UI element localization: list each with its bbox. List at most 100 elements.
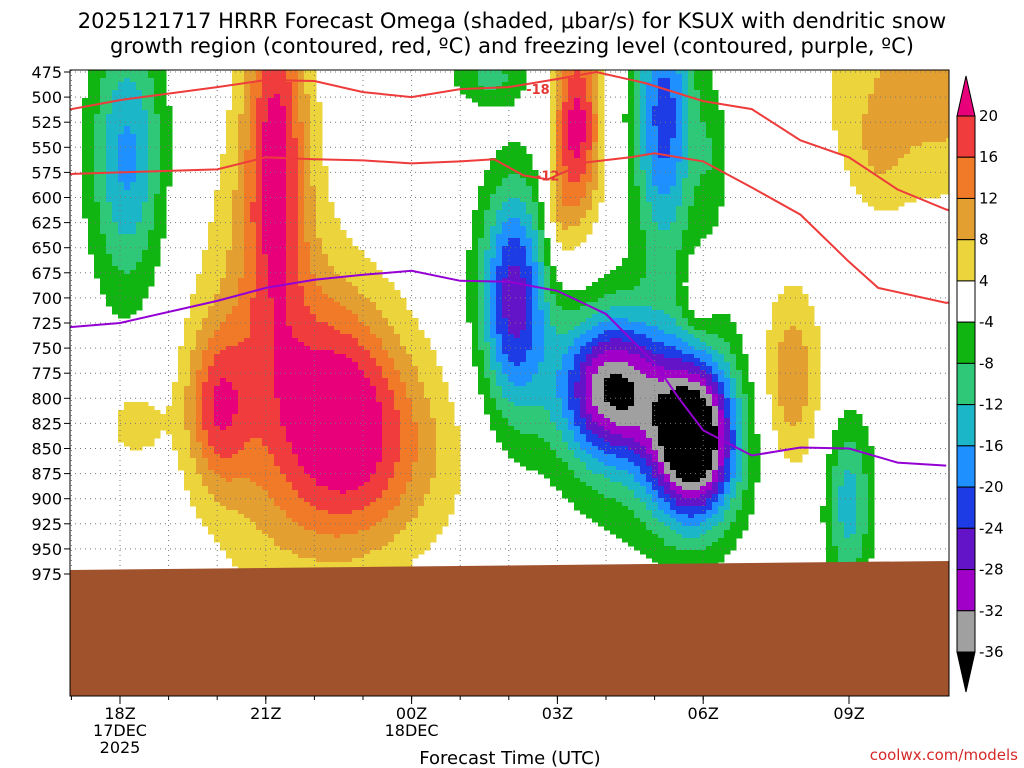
omega-cell — [316, 314, 323, 319]
omega-cell — [892, 158, 899, 163]
omega-cell — [940, 122, 947, 127]
omega-cell — [598, 82, 605, 87]
omega-cell — [106, 222, 113, 227]
omega-cell — [286, 294, 293, 299]
omega-cell — [628, 262, 635, 267]
omega-cell — [376, 270, 383, 275]
omega-cell — [670, 246, 677, 251]
omega-cell — [640, 70, 647, 75]
omega-cell — [256, 266, 263, 271]
omega-cell — [604, 306, 611, 311]
omega-cell — [850, 162, 857, 167]
omega-cell — [670, 202, 677, 207]
omega-cell — [640, 306, 647, 311]
omega-cell — [118, 102, 125, 107]
omega-cell — [556, 146, 563, 151]
omega-cell — [226, 302, 233, 307]
omega-cell — [238, 86, 245, 91]
omega-cell — [664, 262, 671, 267]
omega-cell — [112, 146, 119, 151]
omega-cell — [592, 318, 599, 323]
omega-cell — [358, 318, 365, 323]
omega-cell — [244, 190, 251, 195]
omega-cell — [274, 314, 281, 319]
omega-cell — [106, 150, 113, 155]
omega-cell — [520, 254, 527, 259]
omega-cell — [376, 322, 383, 327]
omega-cell — [514, 94, 521, 99]
omega-cell — [304, 106, 311, 111]
omega-cell — [586, 86, 593, 91]
omega-cell — [556, 70, 563, 75]
omega-cell — [154, 258, 161, 263]
omega-cell — [550, 170, 557, 175]
omega-cell — [496, 210, 503, 215]
omega-cell — [280, 74, 287, 79]
omega-cell — [262, 94, 269, 99]
omega-cell — [112, 150, 119, 155]
omega-cell — [628, 138, 635, 143]
omega-cell — [682, 110, 689, 115]
omega-cell — [274, 126, 281, 131]
omega-cell — [388, 298, 395, 303]
omega-cell — [238, 94, 245, 99]
omega-cell — [664, 150, 671, 155]
omega-cell — [658, 154, 665, 159]
omega-cell — [244, 118, 251, 123]
omega-cell — [514, 298, 521, 303]
omega-cell — [280, 210, 287, 215]
omega-cell — [502, 282, 509, 287]
omega-cell — [160, 146, 167, 151]
omega-cell — [598, 86, 605, 91]
omega-cell — [100, 182, 107, 187]
omega-cell — [526, 326, 533, 331]
omega-cell — [514, 254, 521, 259]
omega-cell — [250, 194, 257, 199]
omega-cell — [886, 150, 893, 155]
omega-cell — [538, 210, 545, 215]
omega-cell — [526, 286, 533, 291]
omega-cell — [910, 182, 917, 187]
omega-cell — [544, 318, 551, 323]
omega-cell — [82, 202, 89, 207]
omega-cell — [292, 186, 299, 191]
omega-cell — [274, 194, 281, 199]
omega-cell — [496, 302, 503, 307]
omega-cell — [676, 246, 683, 251]
omega-cell — [244, 314, 251, 319]
omega-cell — [316, 134, 323, 139]
omega-cell — [238, 246, 245, 251]
omega-cell — [220, 190, 227, 195]
omega-cell — [664, 254, 671, 259]
omega-cell — [124, 162, 131, 167]
omega-cell — [904, 158, 911, 163]
omega-cell — [898, 130, 905, 135]
omega-cell — [328, 274, 335, 279]
omega-cell — [568, 106, 575, 111]
omega-cell — [82, 122, 89, 127]
omega-cell — [268, 86, 275, 91]
omega-cell — [646, 294, 653, 299]
omega-cell — [250, 134, 257, 139]
omega-cell — [880, 122, 887, 127]
omega-cell — [592, 314, 599, 319]
omega-cell — [292, 206, 299, 211]
omega-cell — [334, 222, 341, 227]
omega-cell — [478, 242, 485, 247]
omega-cell — [232, 122, 239, 127]
omega-cell — [790, 306, 797, 311]
omega-cell — [160, 194, 167, 199]
omega-cell — [700, 130, 707, 135]
omega-cell — [310, 150, 317, 155]
omega-cell — [514, 302, 521, 307]
omega-cell — [118, 82, 125, 87]
omega-cell — [676, 182, 683, 187]
omega-cell — [550, 302, 557, 307]
omega-cell — [208, 318, 215, 323]
omega-cell — [652, 294, 659, 299]
omega-cell — [328, 270, 335, 275]
omega-cell — [502, 150, 509, 155]
omega-cell — [328, 242, 335, 247]
omega-cell — [232, 310, 239, 315]
omega-cell — [892, 78, 899, 83]
